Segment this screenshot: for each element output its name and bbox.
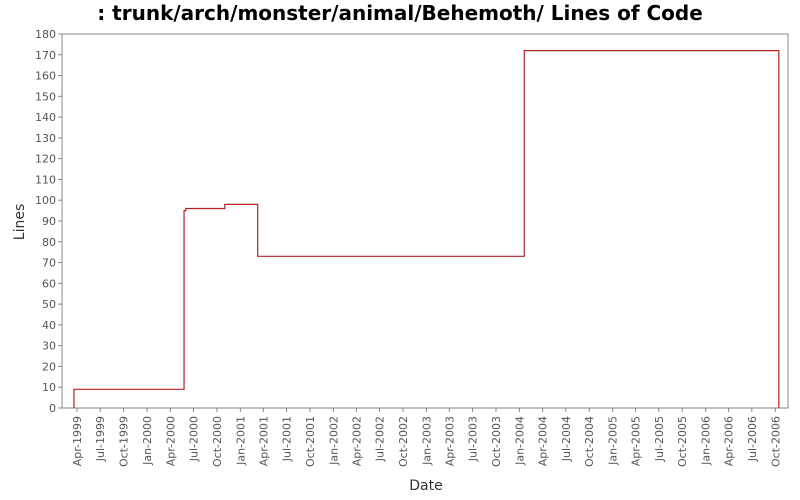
y-tick-label: 150 [35,90,56,103]
x-tick-label: Jul-2004 [560,416,573,462]
x-tick-label: Apr-2000 [164,416,177,466]
y-tick-label: 10 [42,381,56,394]
x-tick-label: Jan-2004 [513,416,526,466]
y-tick-label: 80 [42,236,56,249]
x-tick-label: Jul-2005 [653,416,666,462]
y-tick-label: 170 [35,49,56,62]
y-tick-label: 0 [49,402,56,415]
x-tick-label: Jul-2000 [187,416,200,462]
y-tick-label: 40 [42,319,56,332]
x-tick-label: Apr-2002 [350,416,363,466]
y-tick-label: 90 [42,215,56,228]
y-axis-label: Lines [12,204,28,240]
y-tick-label: 120 [35,153,56,166]
y-tick-label: 160 [35,70,56,83]
x-tick-label: Jul-1999 [94,416,107,462]
y-tick-label: 180 [35,28,56,41]
y-tick-label: 30 [42,340,56,353]
x-axis: Apr-1999 Jul-1999 Oct-1999 Jan-2000 Apr-2000… [71,408,782,467]
x-tick-label: Jan-2006 [700,416,713,466]
series-layer [73,50,780,408]
y-tick-label: 20 [42,360,56,373]
x-tick-label: Oct-2001 [304,416,317,467]
x-tick-label: Jan-2001 [234,416,247,466]
y-tick-label: 50 [42,298,56,311]
x-tick-label: Jan-2002 [327,416,340,466]
x-tick-label: Apr-2006 [723,416,736,466]
y-tick-label: 100 [35,194,56,207]
x-tick-label: Apr-2003 [443,416,456,466]
series-line [73,50,780,408]
y-tick-label: 110 [35,173,56,186]
x-tick-label: Jan-2000 [141,416,154,466]
x-tick-label: Jul-2006 [746,416,759,462]
x-tick-label: Oct-2000 [211,416,224,467]
chart-title: : trunk/arch/monster/animal/Behemoth/ Li… [97,1,703,25]
plot-area [61,33,789,409]
x-tick-label: Oct-2004 [583,416,596,467]
x-axis-label: Date [409,478,442,494]
x-tick-label: Apr-2005 [630,416,643,466]
x-tick-label: Jul-2003 [467,416,480,462]
x-tick-label: Oct-2005 [676,416,689,467]
x-tick-label: Apr-2001 [257,416,270,466]
x-tick-label: Jul-2001 [281,416,294,462]
x-tick-label: Jan-2003 [420,416,433,466]
x-tick-label: Apr-1999 [71,416,84,466]
x-tick-label: Oct-2002 [397,416,410,467]
x-tick-label: Jul-2002 [374,416,387,462]
x-tick-label: Jan-2005 [607,416,620,466]
x-tick-label: Oct-2006 [769,416,782,467]
y-axis: 0 10 20 30 40 50 60 70 80 90 100 110 120 130 140 150 160… [35,28,62,415]
y-tick-label: 130 [35,132,56,145]
y-tick-label: 140 [35,111,56,124]
x-tick-label: Apr-2004 [537,416,550,466]
y-tick-label: 70 [42,257,56,270]
y-tick-label: 60 [42,277,56,290]
x-tick-label: Oct-1999 [118,416,131,467]
x-tick-label: Oct-2003 [490,416,503,467]
